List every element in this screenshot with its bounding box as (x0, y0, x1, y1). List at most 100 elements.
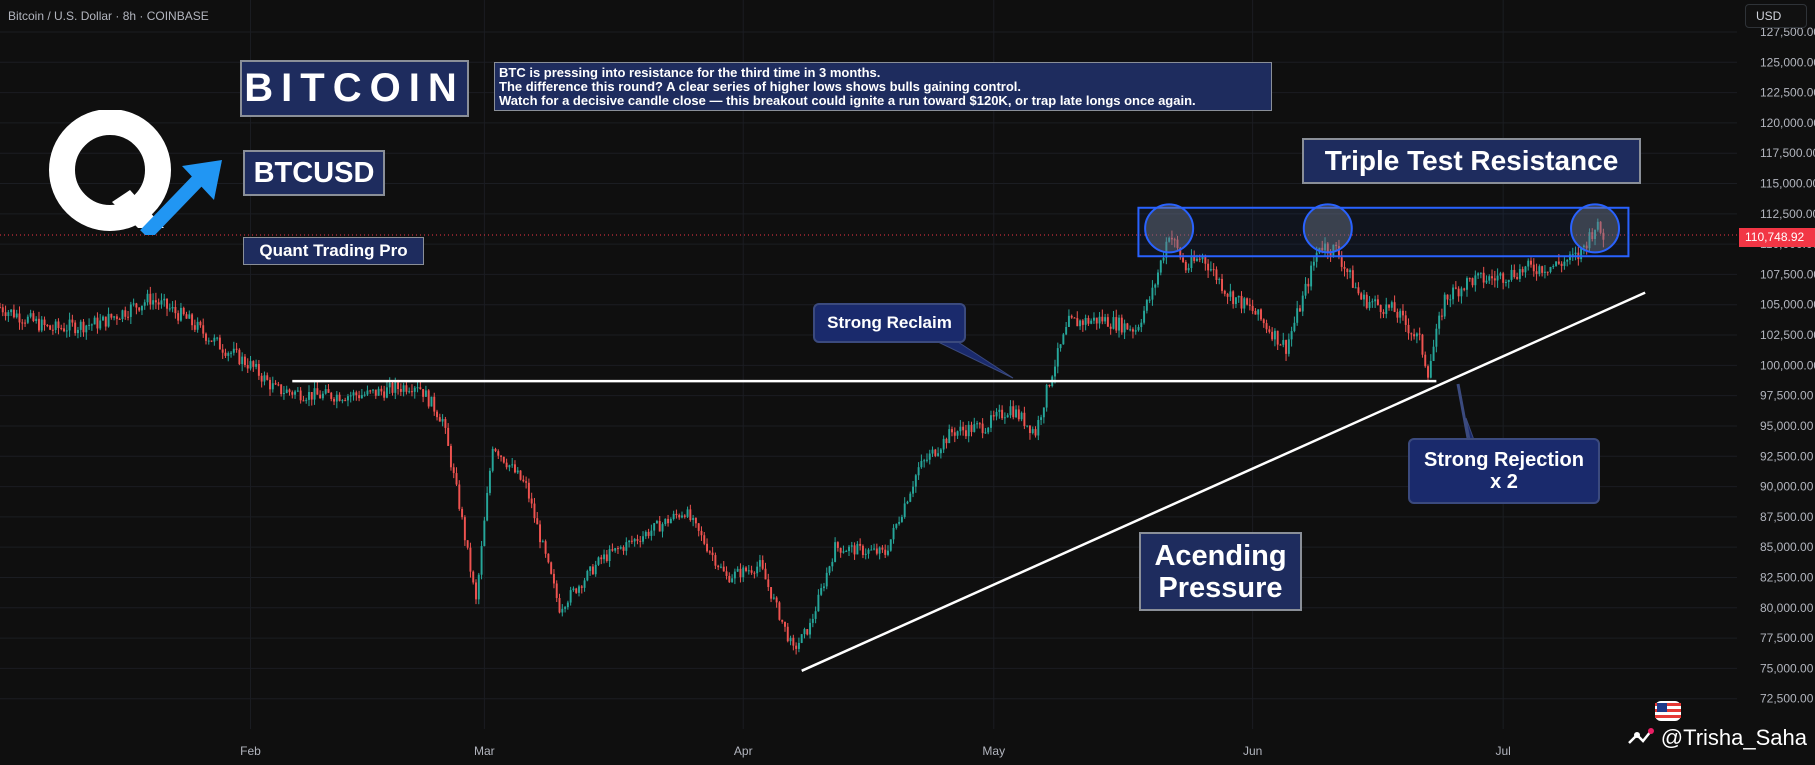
candle (424, 390, 427, 397)
candle (1552, 265, 1555, 267)
currency-selector[interactable]: USD (1745, 4, 1807, 28)
candle (1159, 260, 1162, 273)
candle (686, 509, 689, 517)
candle (700, 530, 703, 536)
candle (653, 523, 656, 531)
candle (255, 364, 258, 367)
candle (1229, 291, 1232, 297)
candle (1379, 305, 1382, 312)
candle (1271, 331, 1274, 340)
candle (380, 388, 383, 392)
candle (814, 611, 817, 619)
candle (43, 319, 46, 326)
author-handle[interactable]: @Trisha_Saha (1660, 725, 1807, 750)
candle (1184, 261, 1187, 271)
candle (1535, 271, 1538, 274)
candle (547, 553, 550, 563)
candle (951, 429, 953, 433)
candle (622, 547, 625, 551)
candle (475, 582, 477, 600)
candle (1209, 269, 1212, 271)
candle (110, 313, 113, 318)
candle (647, 531, 650, 536)
candle (37, 318, 40, 331)
candle (967, 424, 970, 437)
candle (449, 445, 452, 468)
candle (797, 642, 800, 649)
candle (491, 448, 494, 471)
candle (299, 390, 302, 401)
candle (725, 571, 728, 576)
candle (1349, 270, 1352, 273)
candle (664, 518, 667, 525)
candle (1424, 354, 1427, 367)
candle (875, 548, 878, 554)
candle (422, 389, 425, 397)
candle (530, 498, 533, 504)
candle (736, 568, 739, 572)
candle (608, 549, 611, 561)
candle (719, 566, 722, 568)
candle (391, 382, 394, 393)
x-tick-label: May (982, 744, 1005, 758)
candle (753, 572, 756, 574)
candle (271, 383, 274, 390)
candle (477, 574, 480, 600)
candle (516, 470, 519, 473)
candle (1151, 287, 1154, 300)
candle (1493, 278, 1496, 281)
candle (1015, 409, 1018, 418)
candle (1401, 310, 1404, 316)
candle (227, 353, 230, 356)
candle (1257, 309, 1260, 315)
candle (310, 392, 313, 400)
candle (1165, 241, 1168, 258)
bitcoin-title: BITCOIN (240, 60, 469, 117)
candle (210, 340, 213, 342)
candle (811, 618, 814, 623)
candle (288, 389, 291, 393)
candle (129, 304, 132, 317)
candle (1538, 266, 1541, 274)
candle (605, 554, 608, 561)
candle (603, 554, 606, 560)
candle (179, 307, 182, 321)
candle (1413, 334, 1416, 337)
candle (472, 571, 475, 583)
candle (146, 293, 149, 303)
candle (1591, 232, 1594, 239)
candle (427, 390, 430, 407)
candle (578, 586, 580, 593)
watermark: @Trisha_Saha (1625, 701, 1807, 753)
candle (1115, 317, 1118, 331)
candle (1168, 237, 1171, 242)
candle (806, 629, 809, 635)
candle (1307, 283, 1310, 287)
candle (1443, 294, 1446, 317)
candle (1129, 329, 1132, 331)
candle (566, 602, 569, 608)
candle (998, 409, 1001, 412)
candle (861, 545, 864, 555)
candle (1265, 323, 1268, 330)
candle (1574, 252, 1577, 255)
candle (1145, 300, 1148, 311)
resistance-zone (1137, 206, 1630, 258)
candle (1090, 320, 1093, 324)
candle (536, 518, 539, 525)
candle (728, 575, 731, 583)
candle (508, 465, 511, 468)
candle (1251, 305, 1254, 311)
candle (1009, 406, 1012, 416)
candle (564, 607, 567, 609)
candle (1048, 384, 1051, 387)
candles-layer (0, 218, 1605, 655)
candle (1582, 245, 1585, 248)
candle (1045, 384, 1048, 408)
x-tick-label: Jun (1243, 744, 1262, 758)
symbol-line[interactable]: Bitcoin / U.S. Dollar · 8h · COINBASE (8, 9, 209, 23)
candle (920, 460, 923, 468)
candle (96, 317, 99, 329)
candle (15, 313, 18, 318)
candle (500, 455, 503, 457)
